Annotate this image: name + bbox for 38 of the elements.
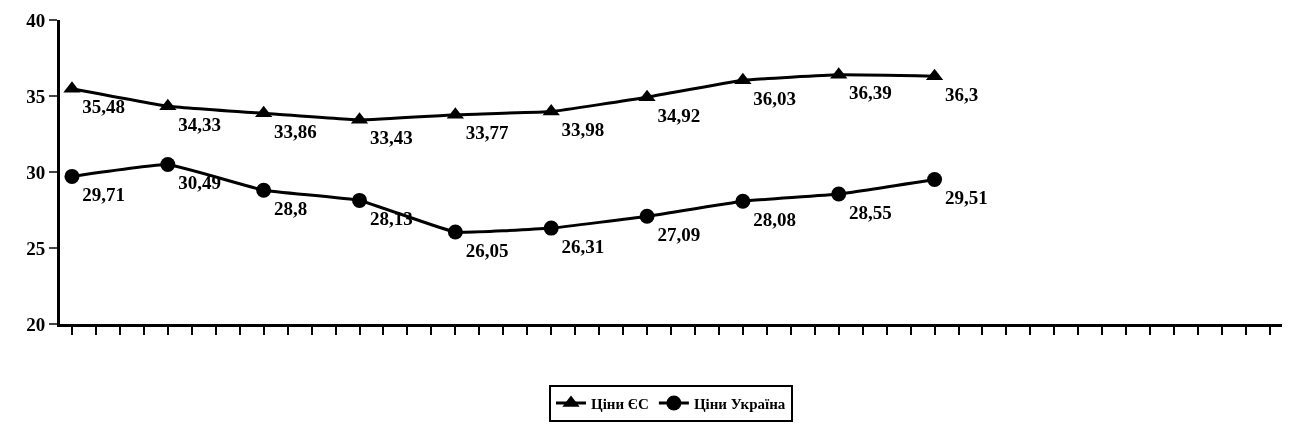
y-tick-label: 20 xyxy=(26,313,46,335)
data-label: 36,3 xyxy=(944,83,979,105)
point xyxy=(160,157,176,173)
data-label: 29,51 xyxy=(944,187,988,209)
data-label: 33,86 xyxy=(274,120,317,142)
data-label: 34,33 xyxy=(178,113,221,135)
data-label: 27,09 xyxy=(657,223,701,245)
point xyxy=(927,171,943,187)
point xyxy=(734,72,752,85)
data-label: 35,48 xyxy=(82,96,126,118)
data-label: 26,05 xyxy=(465,239,509,261)
data-label: 28,55 xyxy=(849,201,892,223)
data-label: 36,39 xyxy=(849,82,892,104)
data-label: 28,8 xyxy=(274,197,308,219)
y-tick-label: 25 xyxy=(26,237,46,259)
point xyxy=(447,224,463,240)
legend-label: Ціни Україна xyxy=(693,395,786,412)
point xyxy=(543,220,559,236)
data-label: 33,98 xyxy=(561,119,605,141)
point xyxy=(735,193,751,209)
data-label: 33,43 xyxy=(369,127,413,149)
point xyxy=(255,105,273,118)
point xyxy=(256,182,272,198)
data-label: 36,03 xyxy=(753,87,797,109)
point xyxy=(64,168,80,184)
point xyxy=(639,208,655,224)
point xyxy=(831,186,847,202)
y-tick-label: 35 xyxy=(26,85,46,107)
data-label: 34,92 xyxy=(657,104,701,126)
point xyxy=(352,192,368,208)
data-label: 30,49 xyxy=(178,172,221,194)
data-label: 28,08 xyxy=(753,208,797,230)
data-label: 33,77 xyxy=(465,122,509,144)
data-label: 26,31 xyxy=(561,235,605,257)
legend-label: Ціни ЄС xyxy=(591,395,649,412)
y-tick-label: 30 xyxy=(26,161,46,183)
y-tick-label: 40 xyxy=(26,9,46,31)
data-label: 29,71 xyxy=(82,184,126,206)
